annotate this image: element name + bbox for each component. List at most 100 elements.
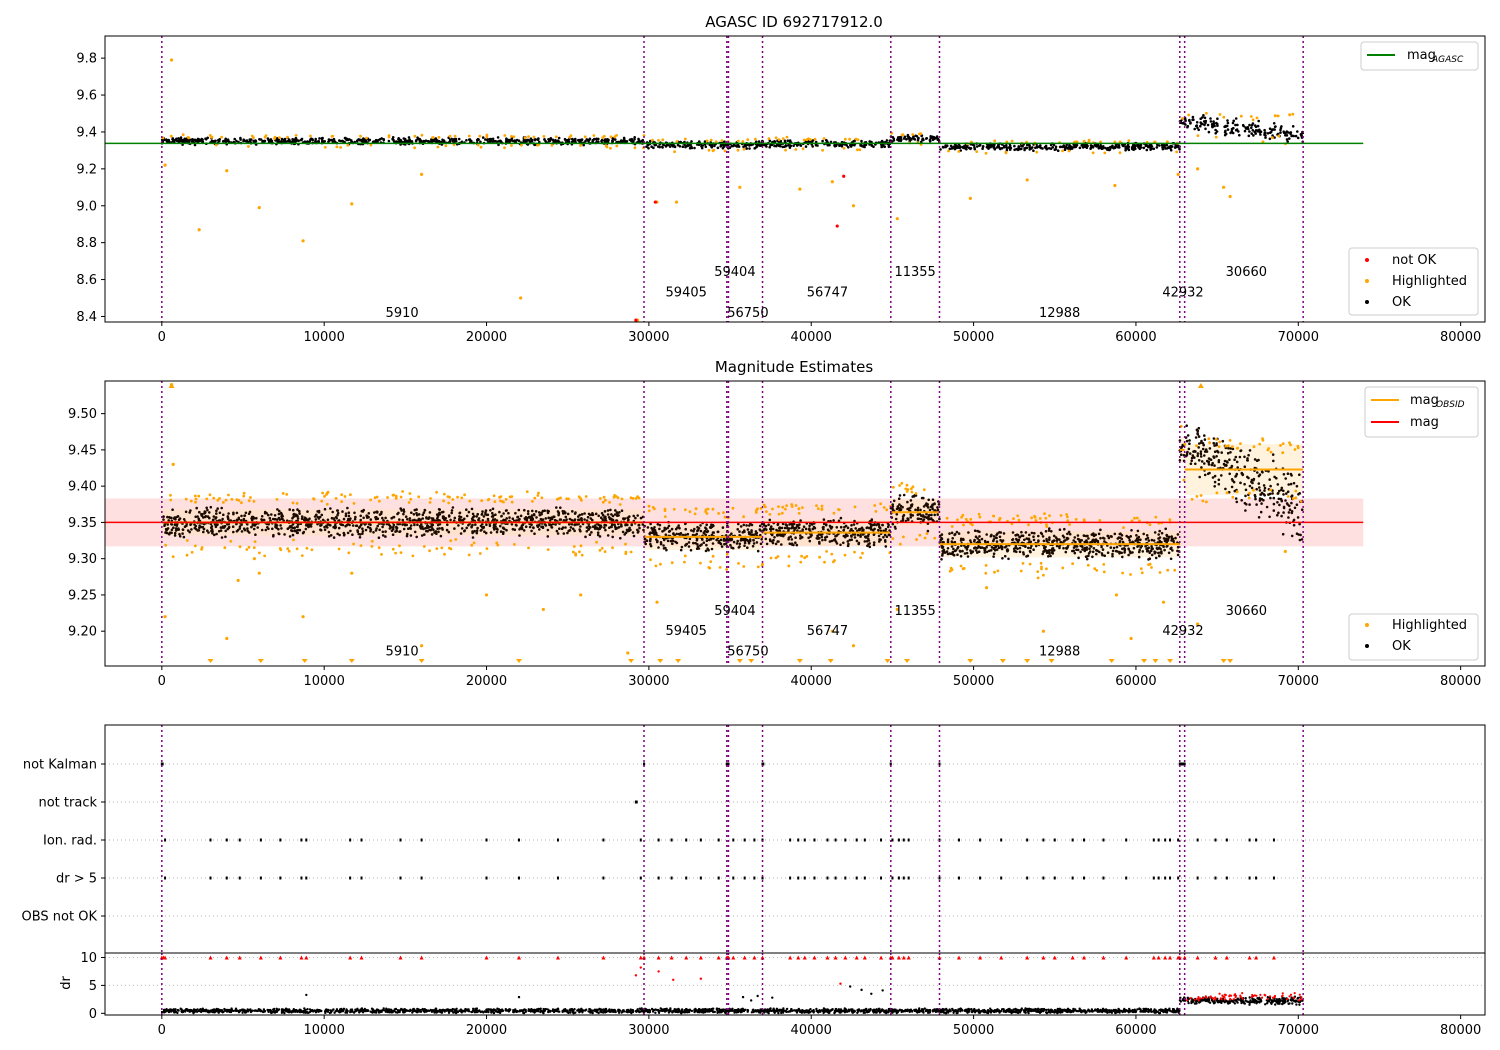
flag-point <box>279 876 282 880</box>
plot1-legend-bottom <box>1348 247 1479 316</box>
x-tick-label: 20000 <box>466 1023 507 1038</box>
flag-point <box>657 876 660 880</box>
flag-point <box>1152 876 1155 880</box>
not-ok-point <box>842 174 846 178</box>
y-tick-label: 9.30 <box>68 552 97 567</box>
flag-category-label: dr > 5 <box>56 872 97 887</box>
obsid-label: 59404 <box>714 265 755 280</box>
flag-point <box>259 838 262 842</box>
flag-point <box>1000 876 1003 880</box>
flag-point <box>1102 838 1105 842</box>
highlighted-point <box>1113 183 1117 188</box>
flag-point <box>699 838 702 842</box>
out-of-range-low-marker <box>675 659 682 663</box>
dr-plot: dr 0 10000 20000 30000 40000 50000 60000 70000 8… <box>59 951 1486 1038</box>
y-tick-label: 9.4 <box>76 125 97 140</box>
flag-point <box>1157 876 1160 880</box>
dr-capped-marker <box>854 955 859 960</box>
flag-point <box>1042 838 1045 842</box>
obsid-label: 59405 <box>666 624 707 639</box>
flag-point <box>1196 876 1199 880</box>
dr-capped-marker <box>1177 955 1182 960</box>
out-of-range-low-marker <box>418 659 425 663</box>
x-tick-label: 20000 <box>466 330 507 345</box>
x-tick-label: 40000 <box>791 674 832 689</box>
highlighted-point <box>301 239 305 243</box>
legend-subscript: AGASC <box>1431 55 1464 65</box>
legend-marker <box>1365 300 1369 304</box>
flag-point <box>1255 876 1258 880</box>
highlighted-point <box>301 615 305 619</box>
x-tick-label: 20000 <box>466 674 507 689</box>
highlighted-point <box>798 187 802 191</box>
x-tick-label: 40000 <box>791 330 832 345</box>
highlighted-point <box>169 58 174 62</box>
highlighted-point <box>541 607 545 612</box>
dr-capped-marker <box>752 955 757 960</box>
dr-capped-marker <box>1052 955 1057 960</box>
x-tick-label: 60000 <box>1115 1023 1156 1038</box>
flag-point <box>863 876 866 880</box>
dr-capped-marker <box>1151 955 1156 960</box>
x-tick-label: 50000 <box>953 1023 994 1038</box>
legend-label: OK <box>1392 295 1411 310</box>
highlighted-point <box>519 296 523 300</box>
flags-plot: not Kalman not track Ion. rad. dr > 5 OBS no… <box>22 724 1486 954</box>
flag-point <box>360 876 363 880</box>
legend-label: mag <box>1407 48 1436 63</box>
legend-label: not OK <box>1392 253 1437 268</box>
dr-point <box>870 992 873 995</box>
flag-point <box>1214 876 1217 880</box>
flag-point <box>259 876 262 880</box>
highlighted-point <box>197 228 201 232</box>
dr-point <box>672 978 675 982</box>
y-tick-label: 9.25 <box>68 588 97 603</box>
plot4-frame <box>104 952 1486 1016</box>
legend-label: mag <box>1410 393 1439 408</box>
out-of-range-low-marker <box>257 659 264 663</box>
not-ok-point <box>835 224 839 228</box>
obsid-label: 30660 <box>1226 265 1267 280</box>
y-tick-label: 9.35 <box>68 516 97 531</box>
flag-point <box>1164 876 1167 880</box>
dr-point <box>305 993 308 997</box>
x-tick-label: 40000 <box>791 1023 832 1038</box>
plot3-frame <box>104 724 1486 954</box>
out-of-range-low-marker <box>884 659 891 663</box>
dr-capped-marker <box>1247 955 1252 960</box>
dr-capped-marker <box>208 955 213 960</box>
y-tick-label: 10 <box>80 951 97 966</box>
dr-capped-marker <box>684 955 689 960</box>
x-tick-label: 70000 <box>1278 330 1319 345</box>
highlighted-point <box>851 644 856 648</box>
flag-point <box>834 876 837 880</box>
out-of-range-low-marker <box>301 659 308 663</box>
plot2-title: Magnitude Estimates <box>715 358 873 376</box>
legend-label: Highlighted <box>1392 618 1467 633</box>
flag-point <box>1082 838 1085 842</box>
obsid-label: 5910 <box>386 306 419 321</box>
flag-point <box>209 876 212 880</box>
highlighted-point <box>968 196 972 200</box>
x-tick-label: 10000 <box>303 674 344 689</box>
x-tick-label: 10000 <box>303 330 344 345</box>
flag-point <box>863 838 866 842</box>
flag-point <box>907 876 910 880</box>
highlighted-point <box>163 163 167 167</box>
obsid-label: 59405 <box>666 285 707 300</box>
flag-point <box>717 838 720 842</box>
flag-point <box>803 876 806 880</box>
flag-point <box>657 838 660 842</box>
x-tick-label: 80000 <box>1440 674 1481 689</box>
x-tick-label: 10000 <box>303 1023 344 1038</box>
dr-capped-marker <box>796 955 801 960</box>
highlighted-point <box>1041 629 1045 633</box>
highlighted-point <box>1129 636 1133 641</box>
plot1-frame <box>104 35 1486 323</box>
y-tick-label: 9.50 <box>68 407 97 422</box>
highlighted-point <box>674 200 679 204</box>
highlighted-point <box>419 644 424 648</box>
x-tick-label: 60000 <box>1115 674 1156 689</box>
flag-point <box>279 838 282 842</box>
